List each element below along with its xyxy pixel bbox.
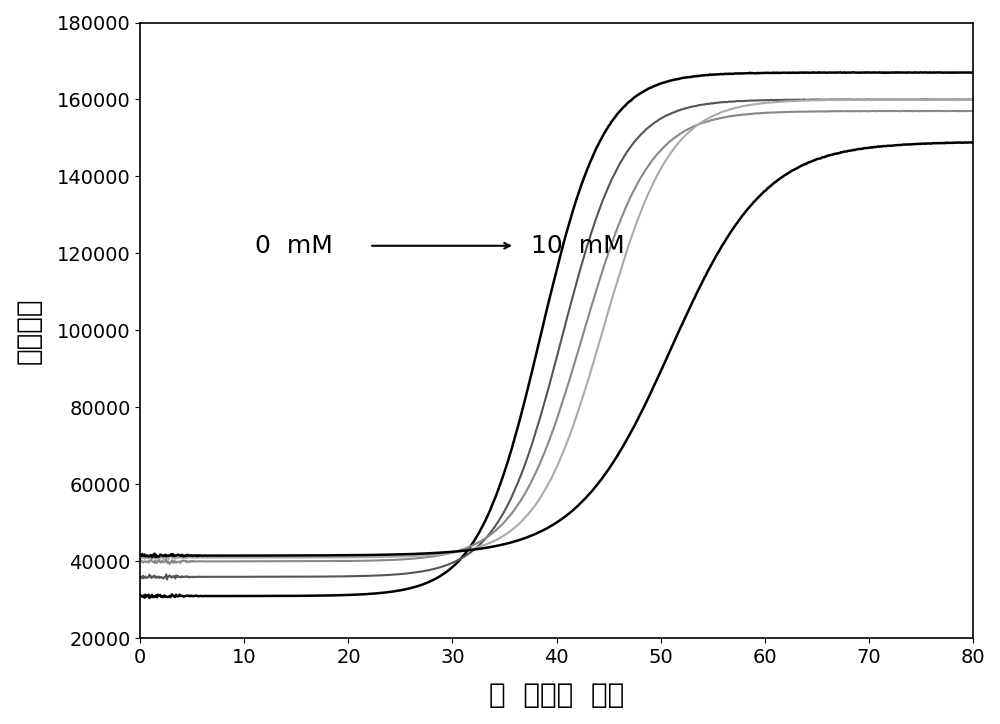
Text: 10  mM: 10 mM xyxy=(531,234,624,258)
Y-axis label: 荧光强度: 荧光强度 xyxy=(15,297,43,363)
Text: 0  mM: 0 mM xyxy=(255,234,333,258)
X-axis label: 时  间（分  钟）: 时 间（分 钟） xyxy=(489,681,624,709)
